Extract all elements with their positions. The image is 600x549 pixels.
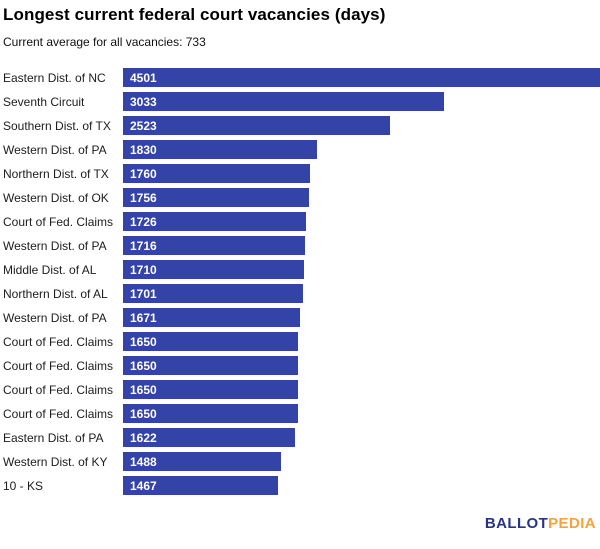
bar: 1650 xyxy=(123,332,298,351)
category-label: Seventh Circuit xyxy=(3,94,85,109)
category-label: Northern Dist. of AL xyxy=(3,286,108,301)
chart-subtitle: Current average for all vacancies: 733 xyxy=(3,35,206,49)
bar-track: 1650 xyxy=(123,356,600,375)
bar-track: 1467 xyxy=(123,476,600,495)
bar: 1830 xyxy=(123,140,317,159)
bar: 1671 xyxy=(123,308,301,327)
bar-value-label: 2523 xyxy=(130,118,157,133)
bar-track: 1671 xyxy=(123,308,600,327)
bar-row: Western Dist. of OK 1756 xyxy=(0,188,600,207)
bar-row: Eastern Dist. of NC 4501 xyxy=(0,68,600,87)
bar-track: 1622 xyxy=(123,428,600,447)
bar: 4501 xyxy=(123,68,600,87)
chart-title: Longest current federal court vacancies … xyxy=(3,5,386,24)
bar-value-label: 1756 xyxy=(130,190,157,205)
bar-track: 1830 xyxy=(123,140,600,159)
bar-row: Western Dist. of PA 1830 xyxy=(0,140,600,159)
bar-value-label: 4501 xyxy=(130,70,157,85)
bar-row: Seventh Circuit 3033 xyxy=(0,92,600,111)
bar-track: 1760 xyxy=(123,164,600,183)
bar-track: 1716 xyxy=(123,236,600,255)
category-label: Middle Dist. of AL xyxy=(3,262,97,277)
bar-value-label: 3033 xyxy=(130,94,157,109)
bar-track: 1650 xyxy=(123,380,600,399)
bar-row: Court of Fed. Claims 1726 xyxy=(0,212,600,231)
category-label: 10 - KS xyxy=(3,478,44,493)
bar-chart-plot-area: Eastern Dist. of NC 4501 Seventh Circuit… xyxy=(0,68,600,500)
category-label: Court of Fed. Claims xyxy=(3,358,114,373)
bar-row: Middle Dist. of AL 1710 xyxy=(0,260,600,279)
bar-value-label: 1622 xyxy=(130,430,157,445)
bar-value-label: 1716 xyxy=(130,238,157,253)
category-label: Western Dist. of PA xyxy=(3,238,107,253)
bar-row: Northern Dist. of AL 1701 xyxy=(0,284,600,303)
bar: 1467 xyxy=(123,476,279,495)
bar-row: Court of Fed. Claims 1650 xyxy=(0,356,600,375)
bar-value-label: 1710 xyxy=(130,262,157,277)
bar-row: Court of Fed. Claims 1650 xyxy=(0,380,600,399)
category-label: Western Dist. of OK xyxy=(3,190,109,205)
logo-text-ballot: BALLOT xyxy=(484,515,549,532)
bar: 1716 xyxy=(123,236,305,255)
bar-track: 2523 xyxy=(123,116,600,135)
bar-value-label: 1488 xyxy=(130,454,157,469)
bar-track: 1756 xyxy=(123,188,600,207)
category-label: Court of Fed. Claims xyxy=(3,406,114,421)
bar: 1488 xyxy=(123,452,281,471)
bar: 1622 xyxy=(123,428,295,447)
bar: 1756 xyxy=(123,188,310,207)
category-label: Eastern Dist. of PA xyxy=(3,430,104,445)
bar-value-label: 1671 xyxy=(130,310,157,325)
bar-track: 1710 xyxy=(123,260,600,279)
bar-track: 4501 xyxy=(123,68,600,87)
bar-row: Western Dist. of PA 1716 xyxy=(0,236,600,255)
bar-row: Northern Dist. of TX 1760 xyxy=(0,164,600,183)
logo-text-pedia: PEDIA xyxy=(548,515,596,532)
bar: 1710 xyxy=(123,260,305,279)
bar: 1726 xyxy=(123,212,306,231)
bar: 1760 xyxy=(123,164,310,183)
bar-row: 10 - KS 1467 xyxy=(0,476,600,495)
bar-row: Eastern Dist. of PA 1622 xyxy=(0,428,600,447)
bar-value-label: 1650 xyxy=(130,382,157,397)
bar: 1650 xyxy=(123,356,298,375)
category-label: Southern Dist. of TX xyxy=(3,118,111,133)
bar: 2523 xyxy=(123,116,391,135)
category-label: Court of Fed. Claims xyxy=(3,382,114,397)
bar-value-label: 1760 xyxy=(130,166,157,181)
bar-track: 1726 xyxy=(123,212,600,231)
bar: 1650 xyxy=(123,380,298,399)
bar-row: Southern Dist. of TX 2523 xyxy=(0,116,600,135)
bar-value-label: 1650 xyxy=(130,334,157,349)
bar-row: Court of Fed. Claims 1650 xyxy=(0,404,600,423)
bar-row: Western Dist. of PA 1671 xyxy=(0,308,600,327)
bar-track: 1701 xyxy=(123,284,600,303)
ballotpedia-logo: BALLOTPEDIA xyxy=(485,515,596,532)
category-label: Court of Fed. Claims xyxy=(3,214,114,229)
bar: 3033 xyxy=(123,92,445,111)
bar-value-label: 1701 xyxy=(130,286,157,301)
category-label: Eastern Dist. of NC xyxy=(3,70,106,85)
category-label: Court of Fed. Claims xyxy=(3,334,114,349)
category-label: Western Dist. of PA xyxy=(3,310,107,325)
bar-value-label: 1650 xyxy=(130,358,157,373)
bar-track: 3033 xyxy=(123,92,600,111)
bar: 1650 xyxy=(123,404,298,423)
bar-value-label: 1830 xyxy=(130,142,157,157)
bar-row: Western Dist. of KY 1488 xyxy=(0,452,600,471)
bar-value-label: 1726 xyxy=(130,214,157,229)
bar-track: 1488 xyxy=(123,452,600,471)
category-label: Northern Dist. of TX xyxy=(3,166,109,181)
bar-track: 1650 xyxy=(123,404,600,423)
category-label: Western Dist. of PA xyxy=(3,142,107,157)
bar-value-label: 1650 xyxy=(130,406,157,421)
bar: 1701 xyxy=(123,284,304,303)
bar-track: 1650 xyxy=(123,332,600,351)
category-label: Western Dist. of KY xyxy=(3,454,108,469)
bar-row: Court of Fed. Claims 1650 xyxy=(0,332,600,351)
bar-value-label: 1467 xyxy=(130,478,157,493)
